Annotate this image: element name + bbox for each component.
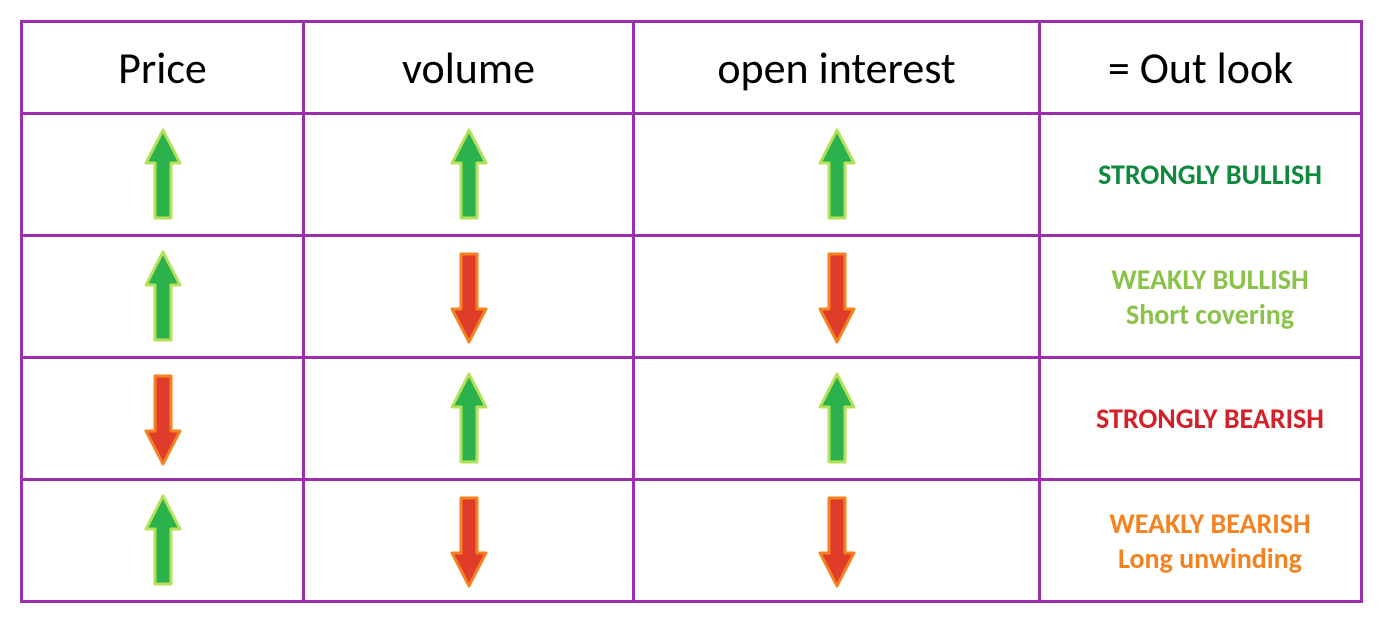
- arrow-up-icon: [449, 371, 489, 467]
- cell-volume-arrow: [304, 114, 634, 236]
- arrow-up-icon: [143, 127, 183, 223]
- header-volume: volume: [304, 22, 634, 114]
- arrow-up-icon: [449, 127, 489, 223]
- arrow-up-icon: [143, 493, 183, 589]
- table-body: STRONGLY BULLISH WEAKLY BULLISHShort cov…: [22, 114, 1362, 602]
- outlook-line1: WEAKLY BULLISH: [1061, 262, 1359, 297]
- cell-price-arrow: [22, 480, 304, 602]
- arrow-down-icon: [143, 371, 183, 467]
- arrow-down-icon: [449, 249, 489, 345]
- outlook-line2: Long unwinding: [1061, 541, 1359, 576]
- cell-oi-arrow: [634, 358, 1040, 480]
- outlook-line1: STRONGLY BEARISH: [1061, 401, 1359, 436]
- cell-outlook: STRONGLY BEARISH: [1040, 358, 1362, 480]
- cell-outlook: STRONGLY BULLISH: [1040, 114, 1362, 236]
- cell-volume-arrow: [304, 358, 634, 480]
- table-row: WEAKLY BULLISHShort covering: [22, 236, 1362, 358]
- cell-oi-arrow: [634, 114, 1040, 236]
- table-row: STRONGLY BEARISH: [22, 358, 1362, 480]
- arrow-down-icon: [817, 493, 857, 589]
- cell-volume-arrow: [304, 480, 634, 602]
- cell-price-arrow: [22, 358, 304, 480]
- cell-price-arrow: [22, 114, 304, 236]
- header-outlook: = Out look: [1040, 22, 1362, 114]
- outlook-table: Price volume open interest = Out look ST…: [20, 20, 1363, 603]
- outlook-line1: WEAKLY BEARISH: [1061, 506, 1359, 541]
- header-price: Price: [22, 22, 304, 114]
- outlook-line1: STRONGLY BULLISH: [1061, 157, 1359, 192]
- cell-outlook: WEAKLY BULLISHShort covering: [1040, 236, 1362, 358]
- cell-price-arrow: [22, 236, 304, 358]
- cell-oi-arrow: [634, 236, 1040, 358]
- header-open-interest: open interest: [634, 22, 1040, 114]
- header-row: Price volume open interest = Out look: [22, 22, 1362, 114]
- table-row: STRONGLY BULLISH: [22, 114, 1362, 236]
- arrow-up-icon: [817, 127, 857, 223]
- arrow-up-icon: [143, 249, 183, 345]
- arrow-down-icon: [817, 249, 857, 345]
- cell-outlook: WEAKLY BEARISHLong unwinding: [1040, 480, 1362, 602]
- outlook-line2: Short covering: [1061, 297, 1359, 332]
- arrow-down-icon: [449, 493, 489, 589]
- cell-volume-arrow: [304, 236, 634, 358]
- table-row: WEAKLY BEARISHLong unwinding: [22, 480, 1362, 602]
- arrow-up-icon: [817, 371, 857, 467]
- cell-oi-arrow: [634, 480, 1040, 602]
